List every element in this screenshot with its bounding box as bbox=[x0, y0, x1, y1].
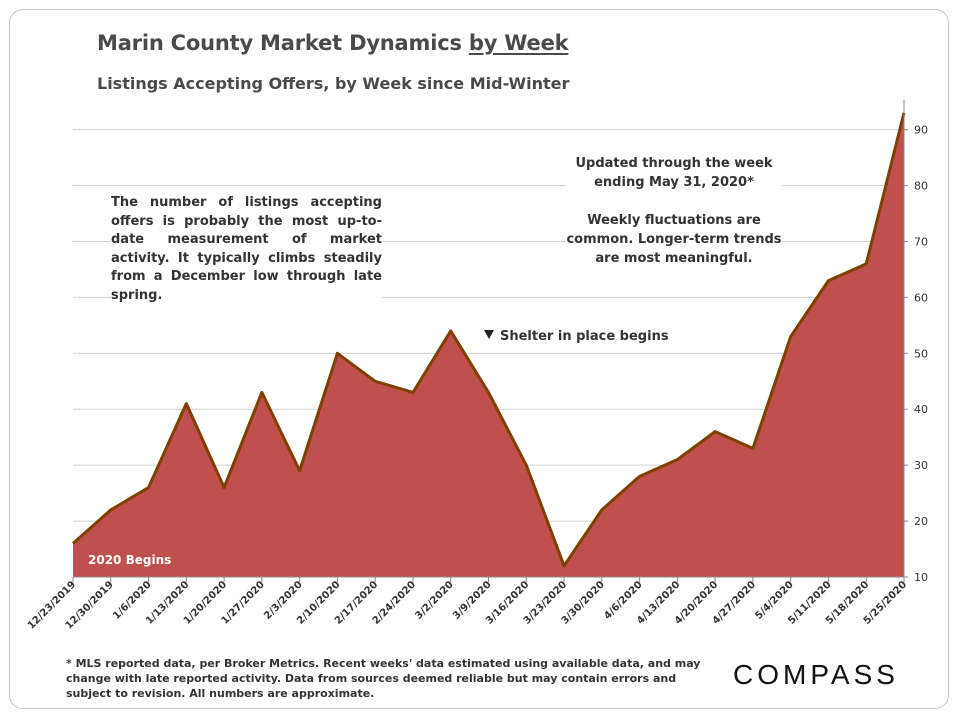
area-fill bbox=[73, 112, 904, 577]
x-tick-label: 3/2/2020 bbox=[413, 579, 455, 621]
y-tick-label: 40 bbox=[914, 403, 928, 416]
note-right-fluctuations: Weekly fluctuations are common. Longer-t… bbox=[566, 213, 782, 266]
y-tick-label: 90 bbox=[914, 124, 928, 137]
annotation-shelter-in-place: Shelter in place begins bbox=[500, 329, 669, 344]
slide-frame bbox=[9, 9, 949, 709]
x-tick-labels: 12/23/201912/30/20191/6/20201/13/20201/2… bbox=[26, 579, 909, 631]
y-tick-label: 30 bbox=[914, 459, 928, 472]
title-emphasis: by Week bbox=[468, 31, 569, 55]
chart-subtitle: Listings Accepting Offers, by Week since… bbox=[97, 74, 570, 93]
compass-logo: COMPASS bbox=[733, 659, 899, 690]
y-tick-label: 70 bbox=[914, 235, 928, 248]
title-main: Marin County Market Dynamics bbox=[97, 31, 469, 55]
y-tick-label: 20 bbox=[914, 515, 928, 528]
note-left: The number of listings accepting offers … bbox=[111, 194, 382, 305]
y-tick-label: 50 bbox=[914, 347, 928, 360]
note-right: Updated through the week ending May 31, … bbox=[566, 154, 782, 268]
shelter-marker-icon bbox=[484, 330, 494, 339]
y-tick-label: 60 bbox=[914, 291, 928, 304]
series-line bbox=[72, 112, 906, 568]
axes bbox=[72, 100, 908, 582]
y-tick-labels: 10 20 30 40 50 60 70 80 90 bbox=[914, 124, 928, 584]
y-tick-label: 10 bbox=[914, 571, 928, 584]
area-series bbox=[72, 112, 906, 577]
chart-title: Marin County Market Dynamics by Week bbox=[97, 31, 569, 55]
y-tick-label: 80 bbox=[914, 180, 928, 193]
annotation-2020-begins: 2020 Begins bbox=[88, 553, 171, 567]
footnote: * MLS reported data, per Broker Metrics.… bbox=[66, 657, 701, 700]
note-right-updated: Updated through the week ending May 31, … bbox=[575, 156, 773, 190]
